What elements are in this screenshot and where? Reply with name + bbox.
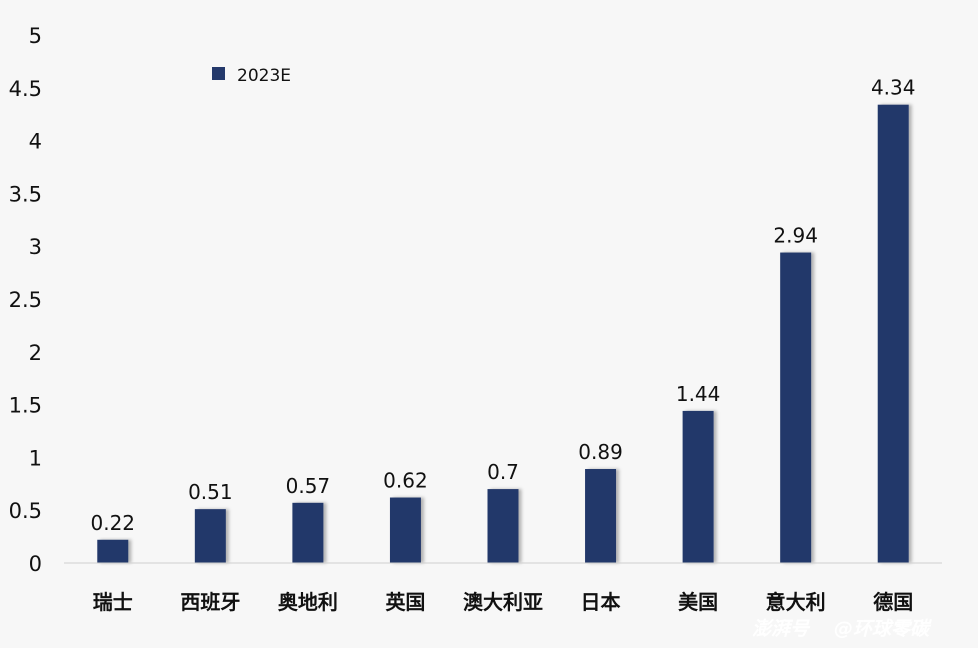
bar	[97, 539, 129, 563]
x-axis: 瑞士 西班牙 奥地利 英国 澳大利亚 日本 美国 意大利 德国	[64, 562, 942, 614]
bar	[194, 509, 226, 563]
legend-label: 2023E	[237, 66, 291, 86]
x-tick-label: 英国	[385, 590, 425, 614]
legend: 2023E	[212, 66, 291, 86]
x-tick-label: 美国	[678, 590, 718, 614]
y-tick-label: 4	[29, 130, 42, 154]
x-tick-label: 澳大利亚	[463, 590, 543, 614]
y-tick-label: 2.5	[9, 288, 42, 312]
bar	[780, 252, 812, 563]
data-label: 0.22	[91, 511, 136, 535]
x-tick-label: 日本	[581, 590, 621, 614]
bar	[487, 489, 519, 563]
y-tick-label: 3.5	[9, 182, 42, 206]
y-tick-label: 4.5	[9, 77, 42, 101]
x-tick-label: 意大利	[766, 590, 826, 614]
watermark: 澎湃号 @环球零碳	[752, 618, 932, 640]
bar	[877, 104, 909, 564]
data-label: 0.7	[487, 460, 519, 484]
y-tick-label: 0.5	[9, 499, 42, 523]
y-tick-label: 0	[29, 552, 42, 576]
bar	[682, 410, 714, 563]
legend-swatch	[212, 67, 225, 80]
bar	[292, 502, 324, 563]
data-label: 2.94	[773, 224, 818, 248]
y-tick-label: 2	[29, 341, 42, 365]
y-tick-label: 5	[29, 24, 42, 48]
watermark-brand: 澎湃号	[752, 618, 811, 640]
data-label: 0.62	[383, 469, 428, 493]
data-label: 1.44	[676, 382, 721, 406]
y-tick-label: 3	[29, 235, 42, 259]
x-tick-label: 西班牙	[180, 590, 240, 614]
y-tick-label: 1	[29, 446, 42, 470]
y-tick-label: 1.5	[9, 394, 42, 418]
data-label: 4.34	[871, 76, 916, 100]
watermark-account: @环球零碳	[834, 618, 932, 640]
data-label: 0.57	[286, 474, 331, 498]
x-tick-label: 奥地利	[278, 590, 338, 614]
bar	[389, 497, 421, 563]
data-label: 0.89	[578, 440, 623, 464]
bar	[585, 469, 617, 563]
x-tick-label: 瑞士	[93, 590, 133, 614]
data-label: 0.51	[188, 480, 233, 504]
x-tick-label: 德国	[873, 590, 913, 614]
bars-layer: 0.22 0.51 0.57 0.62 0.7 0.89 1.44 2.94 4.34	[91, 76, 916, 564]
y-axis: 0 0.5 1 1.5 2 2.5 3 3.5 4 4.5 5	[9, 24, 42, 576]
